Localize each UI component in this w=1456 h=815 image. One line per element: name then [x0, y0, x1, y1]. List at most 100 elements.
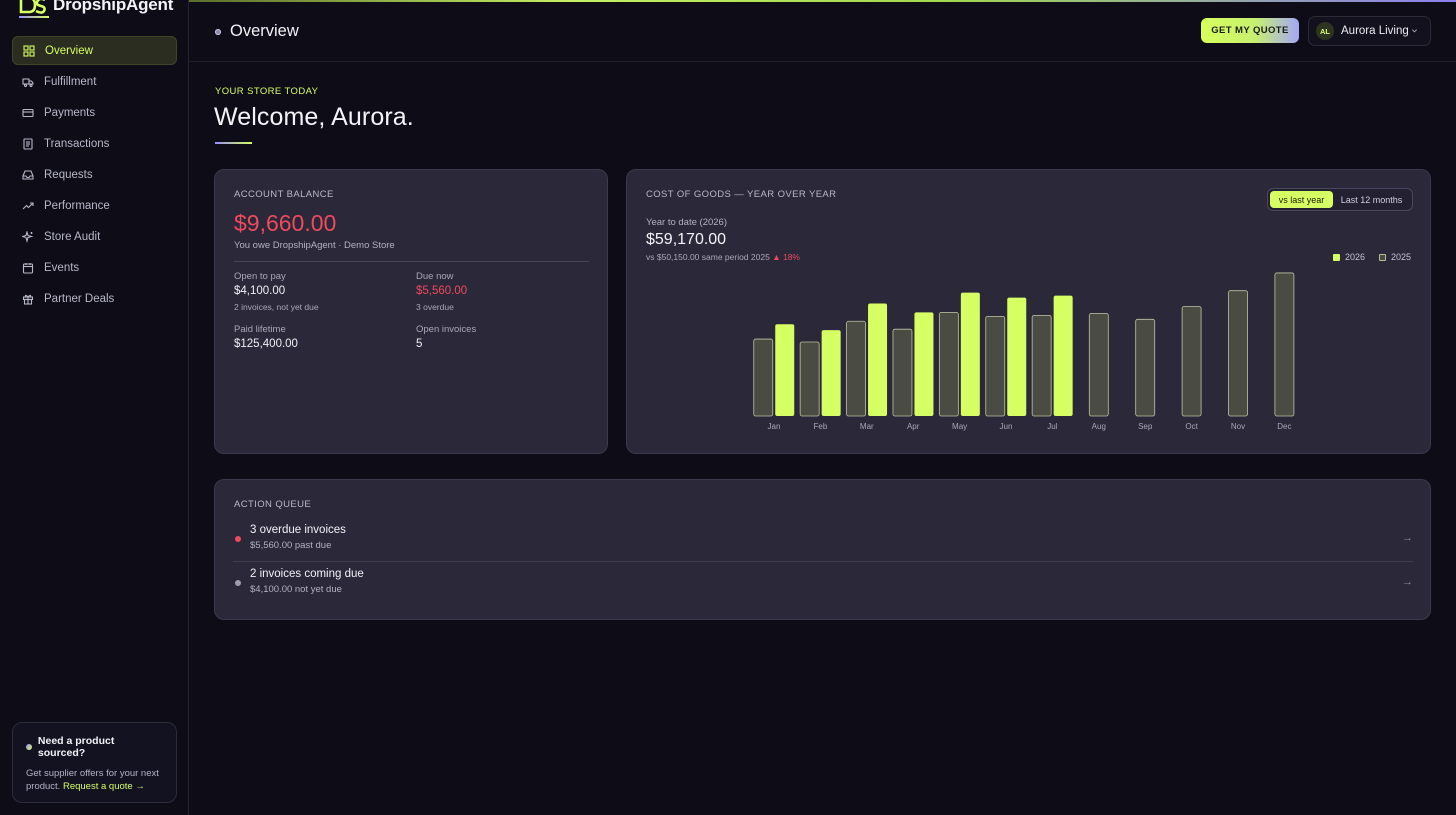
sidebar-item-fulfillment[interactable]: Fulfillment — [12, 67, 177, 96]
welcome-heading: Welcome, Aurora. — [214, 103, 414, 131]
sidebar-item-partner-deals[interactable]: Partner Deals — [12, 284, 177, 313]
legend-item-2026: 2026 — [1333, 252, 1365, 262]
bar-2025-jan[interactable] — [753, 338, 774, 417]
sidebar-item-label: Overview — [45, 44, 93, 57]
bar-2026-jul[interactable] — [1053, 295, 1073, 416]
stat-value: 5 — [416, 338, 423, 350]
hero-eyebrow: YOUR STORE TODAY — [215, 86, 319, 97]
welcome-underline — [215, 142, 252, 144]
bar-2025-apr[interactable] — [892, 328, 913, 417]
x-tick-label: Nov — [1231, 422, 1245, 431]
chart-label: COST OF GOODS — YEAR OVER YEAR — [646, 189, 837, 200]
x-tick-label: Feb — [814, 422, 828, 431]
queue-item-overdue[interactable]: 3 overdue invoices $5,560.00 past due → — [233, 520, 1413, 562]
bar-2025-mar[interactable] — [846, 320, 866, 417]
sidebar-item-requests[interactable]: Requests — [12, 160, 177, 189]
sidebar-nav: Overview Fulfillment Payments Transactio… — [12, 36, 177, 315]
bar-2025-sep[interactable] — [1135, 318, 1156, 417]
bar-2025-feb[interactable] — [799, 341, 820, 417]
ytd-label: Year to date (2026) — [646, 217, 727, 228]
cost-of-goods-card: COST OF GOODS — YEAR OVER YEAR vs last y… — [626, 169, 1431, 454]
bar-2025-aug[interactable] — [1088, 312, 1109, 417]
sparkle-icon — [22, 230, 34, 243]
queue-item-subtitle: $5,560.00 past due — [250, 540, 332, 551]
bar-2025-oct[interactable] — [1181, 306, 1202, 417]
grid-icon — [23, 44, 35, 57]
status-dot-icon — [235, 580, 241, 586]
x-tick-label: May — [952, 422, 967, 431]
title-dot-icon — [215, 28, 221, 35]
get-quote-button[interactable]: GET MY QUOTE — [1201, 18, 1299, 43]
brand-name: DropshipAgent — [53, 0, 174, 14]
bar-2026-may[interactable] — [960, 292, 980, 416]
x-tick-label: Jan — [768, 422, 781, 431]
chevron-down-icon — [1411, 29, 1418, 33]
brand[interactable]: DropshipAgent — [19, 0, 173, 16]
bar-2025-nov[interactable] — [1228, 290, 1248, 417]
sidebar-item-label: Fulfillment — [44, 75, 97, 88]
sidebar-item-label: Events — [44, 261, 80, 274]
bar-2025-dec[interactable] — [1274, 272, 1295, 417]
top-bar: Overview GET MY QUOTE AL Aurora Living — [189, 2, 1456, 62]
sidebar-item-performance[interactable]: Performance — [12, 191, 177, 220]
x-tick-label: Jun — [1000, 422, 1013, 431]
queue-label: ACTION QUEUE — [234, 499, 312, 510]
trending-up-icon — [22, 201, 34, 209]
balance-subtitle: You owe DropshipAgent · Demo Store — [234, 240, 395, 251]
queue-item-title: 2 invoices coming due — [250, 568, 364, 580]
avatar: AL — [1316, 22, 1334, 40]
stat-note: 2 invoices, not yet due — [234, 302, 319, 312]
inbox-icon — [22, 169, 34, 180]
x-tick-label: Dec — [1277, 422, 1291, 431]
promo-dot-icon — [26, 744, 32, 750]
divider — [234, 261, 589, 262]
compare-change: ▲ 18% — [772, 252, 800, 262]
account-switcher[interactable]: AL Aurora Living — [1308, 16, 1431, 46]
legend-swatch-2026 — [1333, 253, 1340, 261]
stat-paid-lifetime: Paid lifetime $125,400.00 — [234, 324, 298, 350]
balance-amount: $9,660.00 — [234, 210, 337, 236]
sidebar-item-events[interactable]: Events — [12, 253, 177, 282]
bar-2025-may[interactable] — [938, 311, 959, 417]
queue-item-coming-due[interactable]: 2 invoices coming due $4,100.00 not yet … — [233, 564, 1413, 606]
calendar-icon — [22, 262, 34, 274]
bar-2026-jan[interactable] — [775, 324, 795, 416]
bar-2026-mar[interactable] — [868, 303, 888, 416]
credit-card-icon — [22, 108, 34, 117]
stat-open-to-pay: Open to pay $4,100.00 2 invoices, not ye… — [234, 271, 319, 312]
truck-icon — [22, 77, 34, 87]
sidebar-item-store-audit[interactable]: Store Audit — [12, 222, 177, 251]
bar-2025-jul[interactable] — [1031, 314, 1052, 417]
sidebar-item-payments[interactable]: Payments — [12, 98, 177, 127]
legend-label: 2026 — [1345, 252, 1366, 262]
arrow-right-icon: → — [1402, 576, 1413, 588]
stat-label: Due now — [416, 271, 454, 282]
stat-value: $4,100.00 — [234, 285, 286, 297]
bar-2026-feb[interactable] — [821, 330, 841, 416]
x-tick-label: Aug — [1092, 422, 1106, 431]
sidebar-item-label: Payments — [44, 106, 96, 119]
request-quote-link[interactable]: Request a quote → — [62, 781, 145, 792]
account-name: Aurora Living — [1341, 25, 1409, 37]
top-accent-line — [189, 0, 1456, 2]
account-balance-card: ACCOUNT BALANCE $9,660.00 You owe Dropsh… — [214, 169, 608, 454]
x-tick-label: Jul — [1047, 422, 1057, 431]
sidebar-item-label: Requests — [44, 168, 93, 181]
x-tick-label: Mar — [860, 422, 874, 431]
sourcing-promo-card: Need a product sourced? Get supplier off… — [12, 722, 177, 803]
promo-body: Get supplier offers for your next produc… — [26, 768, 159, 792]
cog-bar-chart: Jan Feb Mar Apr May Jun Jul Aug Sep Oct Nov Dec — [753, 272, 1295, 431]
toggle-vs-last-year[interactable]: vs last year — [1270, 191, 1333, 208]
sidebar-item-overview[interactable]: Overview — [12, 36, 177, 65]
ytd-value: $59,170.00 — [646, 231, 727, 248]
legend-label: 2025 — [1391, 252, 1412, 262]
page-title-wrap: Overview — [215, 22, 299, 41]
ytd-compare: vs $50,150.00 same period 2025 ▲ 18% — [646, 252, 800, 262]
bar-2026-apr[interactable] — [914, 312, 934, 416]
toggle-last-12-months[interactable]: Last 12 months — [1340, 194, 1403, 205]
sidebar-item-label: Transactions — [44, 137, 110, 150]
bar-2026-jun[interactable] — [1007, 297, 1027, 416]
stat-label: Open to pay — [234, 271, 286, 282]
sidebar-item-transactions[interactable]: Transactions — [12, 129, 177, 158]
bar-2025-jun[interactable] — [985, 315, 1006, 417]
